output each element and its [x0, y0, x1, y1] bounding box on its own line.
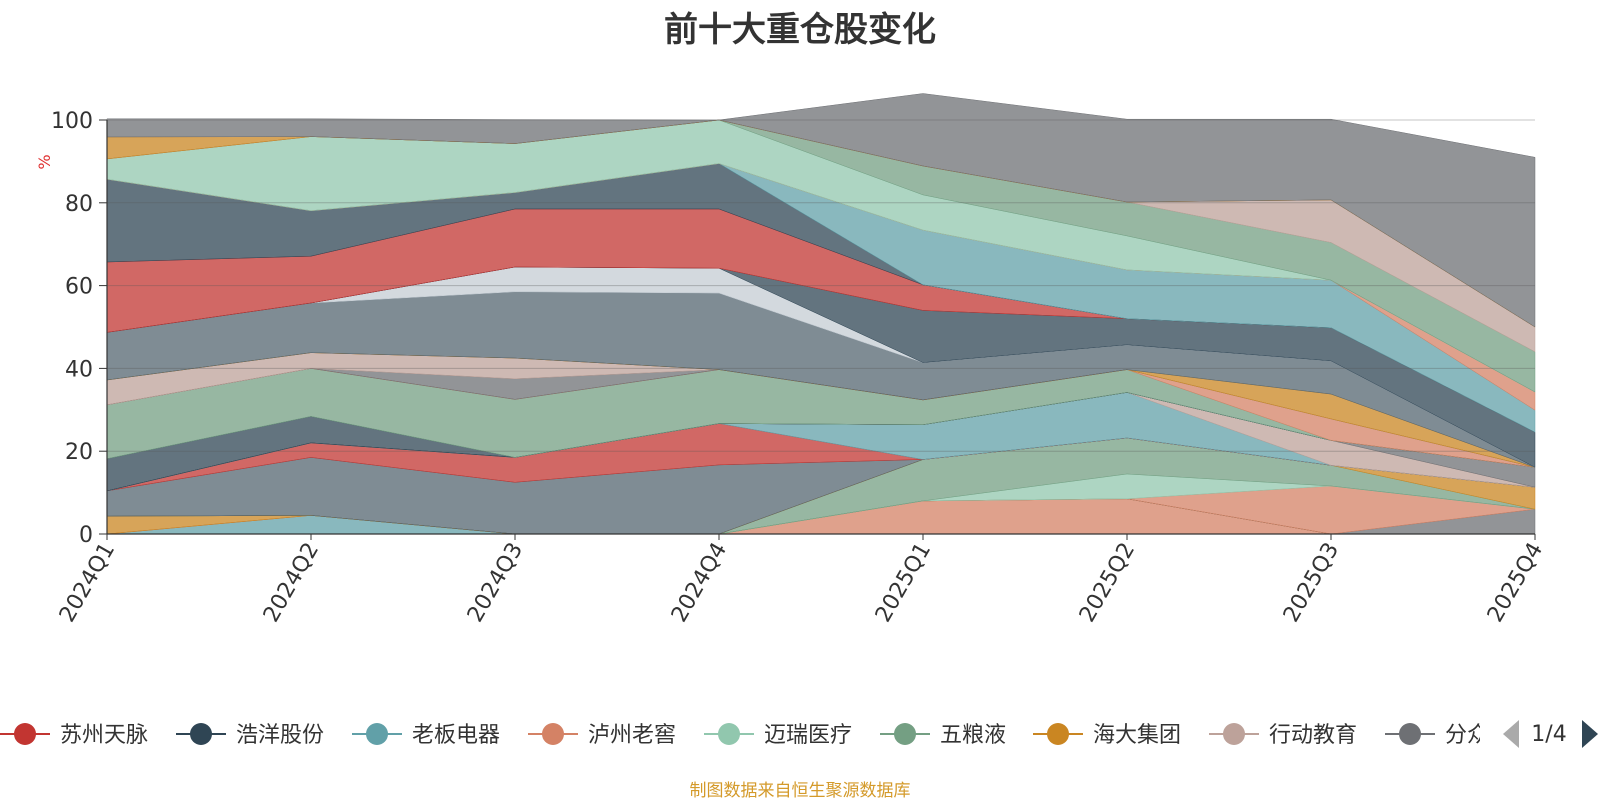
legend-marker-5: [894, 723, 916, 745]
grid-layer: [107, 119, 1535, 535]
legend-label-6: 海大集团: [1093, 723, 1181, 748]
x-tick-label-2024Q1: 2024Q1: [55, 539, 120, 627]
legend-label-2: 老板电器: [412, 723, 500, 748]
legend-item-5[interactable]: 五粮液: [880, 723, 1006, 748]
legend-marker-7: [1223, 723, 1245, 745]
legend-label-8: 分众传媒: [1445, 723, 1533, 748]
areas-layer: [106, 93, 1536, 535]
legend-label-7: 行动教育: [1269, 723, 1357, 748]
legend-label-3: 泸州老窖: [588, 723, 676, 748]
legend-item-8[interactable]: 分众传媒: [1385, 723, 1533, 748]
x-tick-label-2024Q4: 2024Q4: [667, 539, 732, 627]
x-tick-label-2025Q1: 2025Q1: [871, 539, 936, 627]
chart-title: 前十大重仓股变化: [664, 10, 936, 50]
legend-marker-6: [1047, 723, 1069, 745]
x-tick-label-2025Q2: 2025Q2: [1075, 539, 1140, 627]
legend-label-4: 迈瑞医疗: [764, 723, 852, 748]
legend-page-indicator: 1/4: [1531, 722, 1566, 747]
legend-item-7[interactable]: 行动教育: [1209, 723, 1357, 748]
y-tick-label-80: 80: [65, 192, 93, 217]
y-tick-label-60: 60: [65, 275, 93, 300]
legend-label-5: 五粮液: [940, 723, 1006, 748]
legend-marker-0: [14, 723, 36, 745]
data-source-footnote: 制图数据来自恒生聚源数据库: [689, 781, 911, 801]
y-axis-label: %: [35, 154, 54, 169]
legend: 苏州天脉 浩洋股份 老板电器 泸州老窖 迈瑞医疗 五粮液 海大集团 行动教育 分众传媒: [0, 723, 1533, 748]
legend-marker-1: [190, 723, 212, 745]
x-tick-label-2024Q2: 2024Q2: [259, 539, 324, 627]
area-band-30: [106, 93, 1536, 328]
legend-marker-2: [366, 723, 388, 745]
legend-item-0[interactable]: 苏州天脉: [0, 723, 148, 748]
x-tick-label-2024Q3: 2024Q3: [463, 539, 528, 627]
legend-marker-8: [1399, 723, 1421, 745]
legend-item-6[interactable]: 海大集团: [1033, 723, 1181, 748]
legend-item-2[interactable]: 老板电器: [352, 723, 500, 748]
legend-item-1[interactable]: 浩洋股份: [176, 723, 324, 748]
legend-next-page-icon[interactable]: [1582, 720, 1598, 748]
legend-pager: 1/4: [1503, 720, 1598, 748]
legend-item-4[interactable]: 迈瑞医疗: [704, 723, 852, 748]
y-tick-label-40: 40: [65, 357, 93, 382]
legend-prev-page-icon[interactable]: [1503, 720, 1519, 748]
legend-item-3[interactable]: 泸州老窖: [528, 723, 676, 748]
legend-marker-3: [542, 723, 564, 745]
x-tick-label-2025Q3: 2025Q3: [1279, 539, 1344, 627]
y-tick-label-0: 0: [79, 523, 93, 548]
legend-label-1: 浩洋股份: [236, 723, 324, 748]
x-tick-label-2025Q4: 2025Q4: [1483, 539, 1548, 627]
y-tick-label-100: 100: [51, 109, 93, 134]
legend-marker-4: [718, 723, 740, 745]
legend-label-0: 苏州天脉: [60, 723, 148, 748]
y-tick-label-20: 20: [65, 440, 93, 465]
